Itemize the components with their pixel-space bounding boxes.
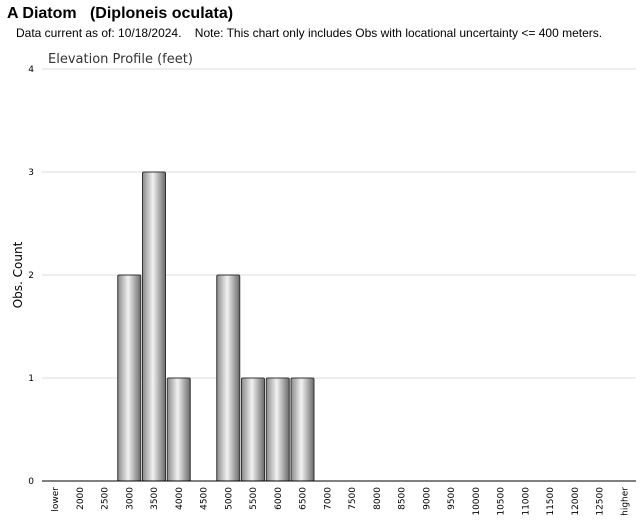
y-tick-label: 0	[28, 477, 34, 487]
x-tick-label: 10500	[497, 487, 507, 516]
x-tick-label: 8000	[373, 487, 383, 510]
x-tick-label: lower	[51, 487, 61, 512]
y-tick-label: 4	[28, 65, 34, 75]
bars	[117, 171, 315, 482]
x-tick-label: 4000	[175, 487, 185, 510]
x-tick-label: 12500	[596, 487, 606, 516]
x-tick-label: 12000	[571, 487, 581, 516]
x-tick-label: 10000	[472, 487, 482, 516]
x-tick-label: 11500	[546, 487, 556, 516]
x-tick-label: 3000	[125, 487, 135, 510]
x-tick-label: 6000	[274, 487, 284, 510]
x-tick-labels: lower 2000 2500 3000 3500 4000 4500 5000 5500 600…	[51, 487, 630, 516]
x-tick-label: 4500	[200, 487, 210, 510]
bar	[216, 274, 241, 482]
y-tick-label: 2	[28, 271, 34, 281]
bar	[166, 377, 191, 482]
bar	[142, 171, 166, 482]
x-tick-label: 11000	[521, 487, 531, 516]
x-tick-label: 2000	[76, 487, 86, 510]
y-tick-label: 1	[28, 374, 34, 384]
page-title: A Diatom (Diploneis oculata)	[7, 5, 234, 22]
y-tick-labels: 0 1 2 3 4	[28, 65, 34, 487]
bar	[117, 274, 142, 482]
x-tick-label: 6500	[299, 487, 309, 510]
chart-title: Elevation Profile (feet)	[48, 52, 193, 67]
x-tick-label: 9000	[422, 487, 432, 510]
x-tick-label: 9500	[447, 487, 457, 510]
x-tick-label: 2500	[101, 487, 111, 510]
x-tick-label: 7500	[348, 487, 358, 510]
x-tick-label: higher	[620, 487, 630, 516]
bar	[290, 377, 315, 482]
bar	[241, 377, 265, 482]
bar	[265, 377, 290, 482]
y-axis-label: Obs. Count	[11, 241, 25, 308]
x-tick-label: 3500	[150, 487, 160, 510]
page-subtitle: Data current as of: 10/18/2024. Note: Th…	[16, 26, 603, 40]
y-tick-label: 3	[28, 168, 34, 178]
x-tick-label: 5500	[249, 487, 259, 510]
x-tick-label: 8500	[398, 487, 408, 510]
x-tick-label: 7000	[323, 487, 333, 510]
x-tick-label: 5000	[224, 487, 234, 510]
